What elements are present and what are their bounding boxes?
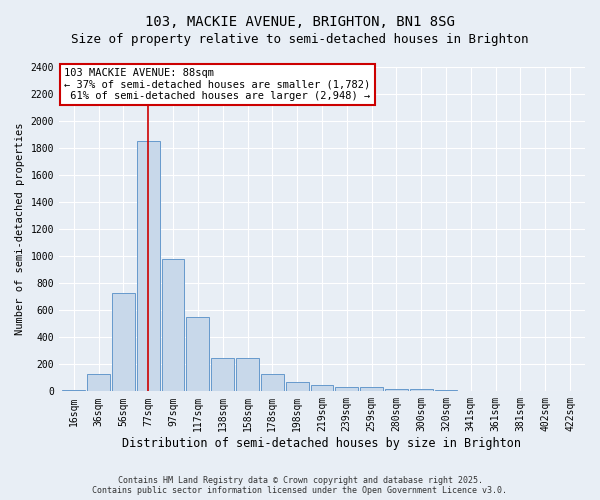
Bar [509,390,532,392]
Bar [286,382,308,392]
Bar [137,141,160,392]
Bar [484,390,507,392]
Y-axis label: Number of semi-detached properties: Number of semi-detached properties [15,122,25,335]
Bar [360,388,383,392]
Bar [460,390,482,392]
Bar [261,374,284,392]
Text: 103, MACKIE AVENUE, BRIGHTON, BN1 8SG: 103, MACKIE AVENUE, BRIGHTON, BN1 8SG [145,15,455,29]
Text: Size of property relative to semi-detached houses in Brighton: Size of property relative to semi-detach… [71,32,529,46]
Bar [161,258,184,392]
Bar [112,292,135,392]
Bar [87,374,110,392]
Bar [311,385,334,392]
Bar [559,390,581,392]
Bar [211,358,234,392]
Bar [335,388,358,392]
Text: 103 MACKIE AVENUE: 88sqm
← 37% of semi-detached houses are smaller (1,782)
 61% : 103 MACKIE AVENUE: 88sqm ← 37% of semi-d… [64,68,370,102]
Bar [187,317,209,392]
Bar [62,390,85,392]
Bar [236,358,259,392]
X-axis label: Distribution of semi-detached houses by size in Brighton: Distribution of semi-detached houses by … [122,437,521,450]
Bar [434,390,457,392]
Bar [534,390,557,392]
Bar [385,388,408,392]
Bar [410,390,433,392]
Text: Contains HM Land Registry data © Crown copyright and database right 2025.
Contai: Contains HM Land Registry data © Crown c… [92,476,508,495]
